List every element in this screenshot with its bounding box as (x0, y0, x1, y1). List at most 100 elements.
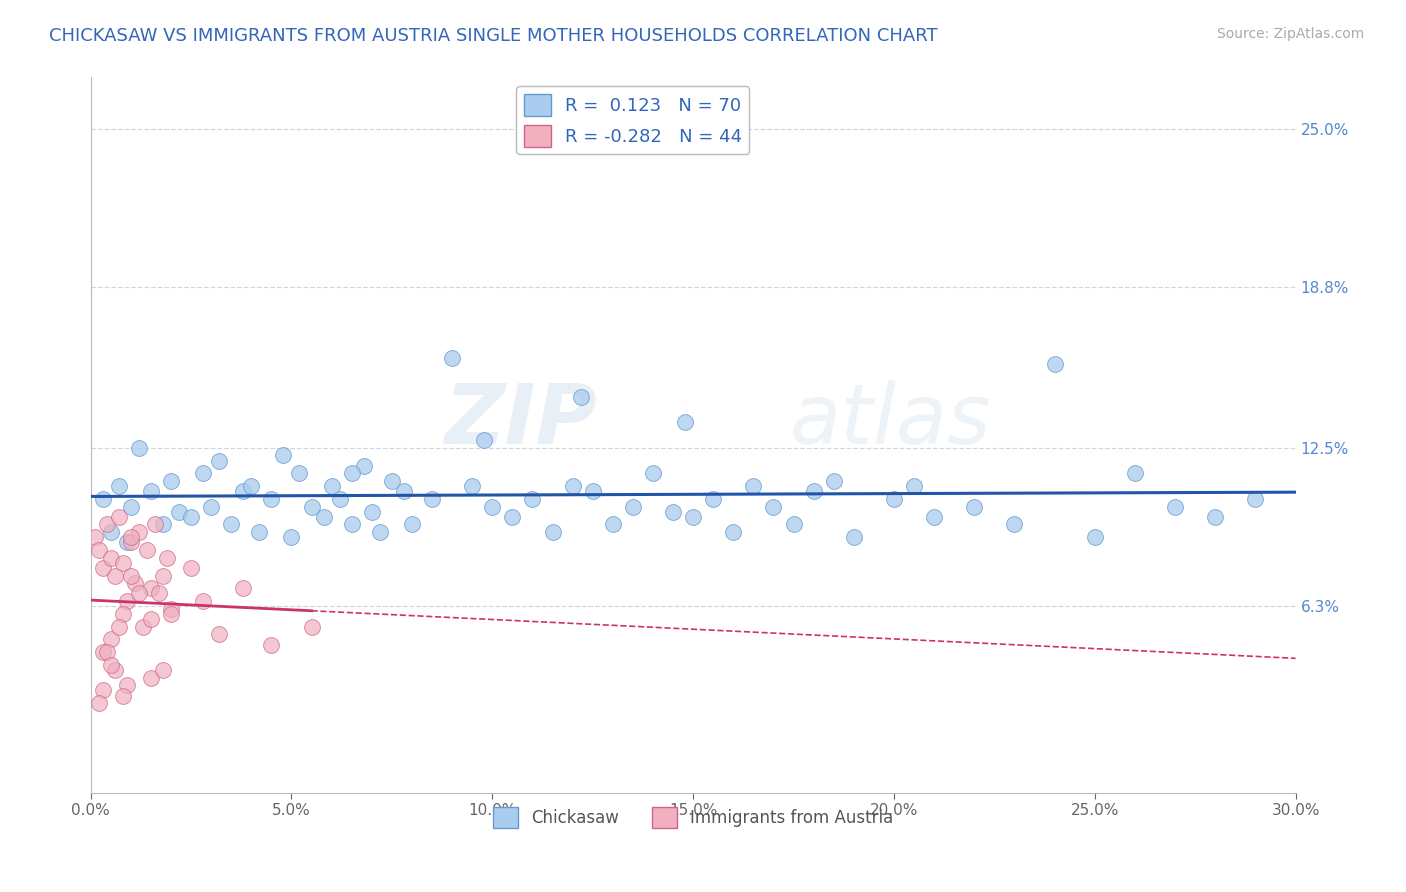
Point (260, 638, 283, 652)
Point (621, 500, 644, 514)
Point (191, 594, 214, 608)
Point (152, 517, 174, 532)
Point (1123, 467, 1146, 481)
Point (83, 530, 105, 544)
Point (91, 561, 114, 575)
Point (922, 509, 945, 524)
Point (124, 576, 146, 591)
Point (87, 543, 110, 558)
Point (167, 505, 190, 519)
Point (541, 525, 564, 540)
Point (401, 517, 423, 532)
Point (569, 390, 592, 404)
Text: CHICKASAW VS IMMIGRANTS FROM AUSTRIA SINGLE MOTHER HOUSEHOLDS CORRELATION CHART: CHICKASAW VS IMMIGRANTS FROM AUSTRIA SIN… (49, 27, 938, 45)
Point (156, 550, 179, 565)
Point (782, 517, 804, 532)
Point (208, 627, 231, 641)
Point (381, 474, 404, 488)
Point (247, 525, 270, 540)
Point (104, 568, 127, 582)
Point (91, 491, 114, 506)
Point (903, 479, 925, 493)
Point (273, 449, 295, 463)
Point (100, 657, 122, 672)
Point (673, 415, 696, 429)
Point (301, 500, 323, 514)
Point (301, 619, 323, 633)
Point (143, 517, 166, 532)
Point (139, 612, 162, 626)
Point (128, 525, 150, 540)
Point (152, 663, 174, 677)
Point (160, 474, 183, 488)
Point (240, 479, 263, 493)
Point (135, 543, 157, 558)
Point (232, 484, 254, 499)
Point (232, 582, 254, 596)
Point (100, 632, 122, 647)
Point (1084, 530, 1107, 544)
Point (1244, 491, 1267, 506)
Point (139, 582, 162, 596)
Point (219, 517, 242, 532)
Point (340, 517, 363, 532)
Point (115, 535, 138, 549)
Point (641, 467, 664, 481)
Point (100, 550, 122, 565)
Legend: Chickasaw, Immigrants from Austria: Chickasaw, Immigrants from Austria (486, 801, 900, 834)
Point (842, 530, 865, 544)
Point (128, 441, 150, 455)
Point (321, 479, 343, 493)
Point (120, 530, 142, 544)
Point (107, 479, 129, 493)
Point (111, 607, 134, 621)
Point (152, 568, 174, 582)
Point (1043, 357, 1066, 371)
Point (100, 525, 122, 540)
Point (115, 678, 138, 692)
Point (107, 509, 129, 524)
Point (602, 517, 624, 532)
Text: atlas: atlas (790, 380, 991, 461)
Point (662, 505, 685, 519)
Point (180, 561, 202, 575)
Point (501, 509, 523, 524)
Point (96, 645, 118, 659)
Point (702, 491, 724, 506)
Point (91, 683, 114, 698)
Point (91, 645, 114, 659)
Point (120, 500, 142, 514)
Point (762, 500, 785, 514)
Point (87, 696, 110, 710)
Point (963, 500, 986, 514)
Point (561, 479, 583, 493)
Point (353, 458, 375, 473)
Point (280, 530, 302, 544)
Point (329, 491, 352, 506)
Point (803, 484, 825, 499)
Point (340, 467, 363, 481)
Point (200, 500, 222, 514)
Point (1002, 517, 1025, 532)
Point (461, 479, 484, 493)
Point (139, 671, 162, 685)
Point (1164, 500, 1187, 514)
Point (742, 479, 765, 493)
Point (481, 500, 503, 514)
Point (160, 607, 183, 621)
Point (208, 453, 231, 467)
Point (180, 509, 202, 524)
Point (1204, 509, 1226, 524)
Point (312, 509, 335, 524)
Point (360, 505, 382, 519)
Text: ZIP: ZIP (444, 380, 596, 461)
Point (723, 525, 745, 540)
Point (111, 689, 134, 703)
Point (582, 484, 605, 499)
Point (96, 517, 118, 532)
Point (139, 484, 162, 499)
Point (682, 509, 704, 524)
Point (120, 535, 142, 549)
Point (148, 586, 170, 600)
Point (288, 467, 311, 481)
